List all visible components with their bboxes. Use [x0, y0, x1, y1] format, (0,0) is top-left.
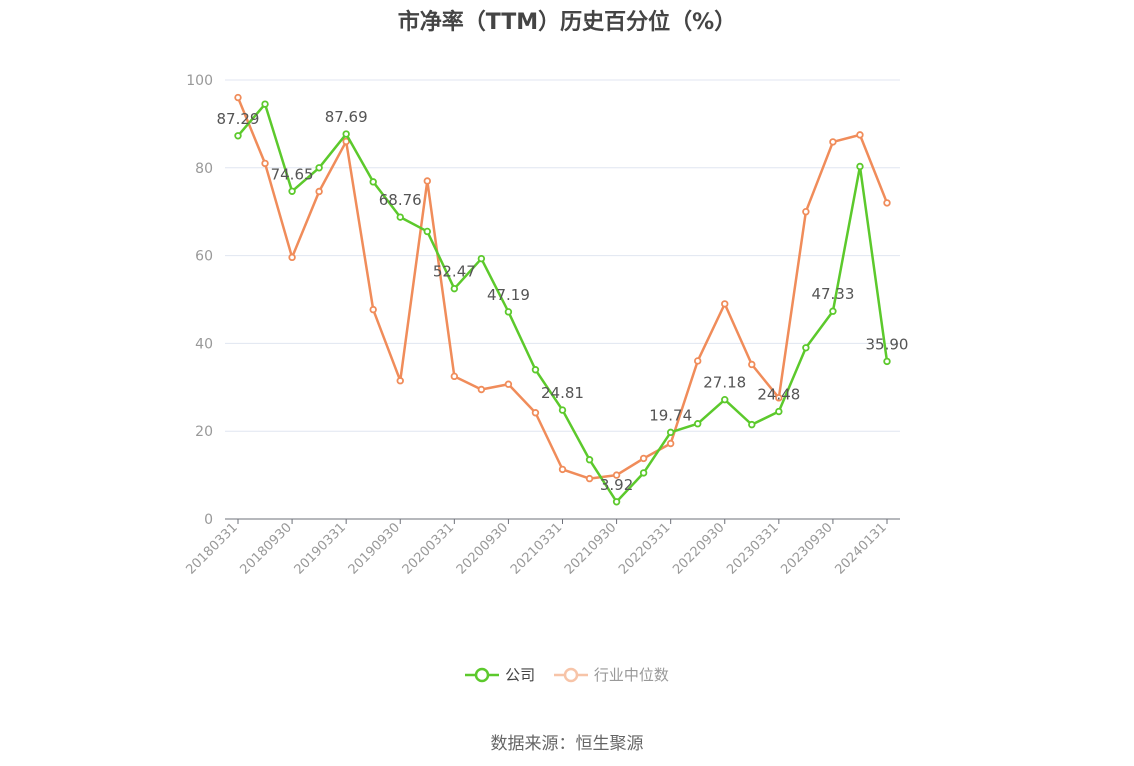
data-point-industry — [829, 138, 837, 146]
x-tick-label: 20190930 — [346, 520, 403, 577]
data-label: 87.29 — [217, 110, 260, 128]
x-tick-label: 20220331 — [616, 520, 673, 577]
data-label: 27.18 — [703, 374, 746, 392]
data-point-industry — [261, 159, 269, 168]
x-tick-label: 20200930 — [454, 520, 511, 577]
data-point-industry — [477, 385, 486, 394]
data-point-company — [288, 187, 296, 195]
data-point-company — [856, 162, 864, 171]
data-point-company — [423, 227, 431, 236]
x-tick-label: 20240131 — [832, 520, 889, 577]
data-labels: 87.29 74.65 87.69 68.76 52.47 47.19 24.81 3.92 1… — [217, 108, 909, 494]
data-point-company — [883, 357, 891, 366]
data-point-industry — [369, 305, 377, 314]
x-tick-label: 20200331 — [400, 520, 457, 577]
data-point-industry — [612, 471, 621, 479]
data-point-company — [234, 132, 242, 140]
data-point-industry — [423, 177, 431, 185]
chart-title: 市净率（TTM）历史百分位（%） — [397, 10, 737, 35]
data-point-company — [369, 178, 377, 186]
x-tick-label: 20210331 — [508, 520, 565, 577]
data-point-company — [342, 130, 350, 138]
series-line-industry — [236, 97, 889, 480]
legend-item-industry[interactable]: 行业中位数 — [553, 664, 669, 685]
data-label: 19.74 — [649, 406, 692, 424]
data-point-industry — [585, 474, 594, 483]
x-tick-label: 20190331 — [292, 520, 349, 577]
y-tick-label: 60 — [195, 249, 213, 265]
legend-item-company[interactable]: 公司 — [465, 664, 535, 685]
data-point-industry — [288, 253, 296, 262]
data-point-company — [639, 469, 648, 477]
legend-label-company: 公司 — [505, 666, 536, 684]
data-point-company — [315, 164, 323, 172]
data-point-company — [261, 100, 269, 108]
series-layer — [234, 93, 891, 506]
x-tick-label: 20180930 — [238, 520, 295, 577]
grid-lines — [225, 79, 900, 432]
data-label: 47.19 — [487, 286, 530, 304]
data-point-company — [531, 366, 540, 374]
data-label: 87.69 — [325, 108, 368, 126]
data-label: 3.92 — [600, 476, 633, 494]
data-point-company — [721, 395, 729, 404]
data-point-company — [504, 308, 513, 316]
y-tick-label: 40 — [195, 336, 213, 352]
data-label: 24.48 — [757, 386, 800, 404]
y-tick-label: 0 — [204, 512, 213, 528]
data-point-industry — [802, 207, 810, 216]
data-label: 24.81 — [541, 384, 584, 402]
data-point-company — [585, 456, 594, 464]
data-point-industry — [666, 439, 675, 448]
data-point-company — [775, 407, 783, 416]
y-axis-tick-labels: 0 20 40 60 80 100 — [186, 73, 213, 528]
data-source: 数据来源：恒生聚源 — [490, 734, 644, 754]
data-point-company — [748, 420, 756, 429]
x-axis: 2018033120180930201903312019093020200331… — [183, 518, 900, 578]
data-point-company — [829, 307, 837, 315]
data-point-company — [802, 344, 810, 352]
data-point-industry — [775, 394, 783, 402]
x-tick-label: 20220930 — [670, 520, 727, 577]
data-point-company — [450, 284, 459, 293]
data-point-industry — [396, 377, 404, 385]
data-point-industry — [315, 187, 323, 196]
data-point-company — [558, 406, 567, 414]
data-point-industry — [450, 372, 459, 381]
y-tick-label: 80 — [195, 161, 213, 177]
data-point-industry — [883, 199, 891, 207]
data-label: 74.65 — [271, 165, 314, 183]
legend-label-industry: 行业中位数 — [593, 666, 669, 684]
x-tick-label: 20210930 — [562, 520, 619, 577]
data-point-company — [666, 428, 675, 437]
data-point-company — [612, 498, 621, 506]
data-point-company — [396, 213, 404, 221]
x-tick-label: 20230331 — [724, 520, 781, 577]
data-point-industry — [721, 300, 729, 308]
data-point-industry — [558, 465, 567, 474]
data-point-industry — [856, 131, 864, 139]
data-point-industry — [531, 409, 540, 417]
x-tick-label: 20230930 — [778, 520, 835, 577]
data-label: 68.76 — [379, 191, 422, 209]
legend-industry-icon — [553, 667, 588, 682]
data-point-company — [477, 254, 486, 263]
legend-company-icon — [465, 667, 500, 682]
y-tick-label: 100 — [186, 73, 213, 89]
data-point-industry — [234, 93, 242, 102]
x-tick-label: 20180331 — [183, 520, 240, 577]
data-point-industry — [748, 360, 756, 369]
data-label: 52.47 — [433, 263, 476, 281]
data-label: 35.90 — [866, 335, 909, 353]
y-tick-label: 20 — [195, 424, 213, 440]
data-point-industry — [694, 357, 702, 365]
data-label: 47.33 — [811, 285, 854, 303]
data-point-industry — [639, 454, 648, 463]
data-point-industry — [504, 380, 513, 388]
legend: 公司 行业中位数 — [0, 664, 1134, 687]
data-point-company — [694, 420, 702, 428]
